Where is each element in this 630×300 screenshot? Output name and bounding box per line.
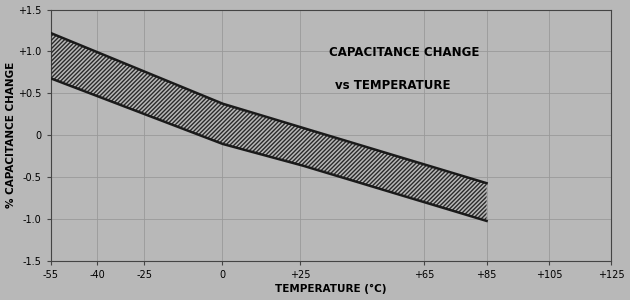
Polygon shape (51, 33, 486, 221)
Y-axis label: % CAPACITANCE CHANGE: % CAPACITANCE CHANGE (6, 62, 16, 208)
Text: CAPACITANCE CHANGE: CAPACITANCE CHANGE (329, 46, 479, 59)
Text: vs TEMPERATURE: vs TEMPERATURE (335, 79, 450, 92)
X-axis label: TEMPERATURE (°C): TEMPERATURE (°C) (275, 284, 387, 294)
